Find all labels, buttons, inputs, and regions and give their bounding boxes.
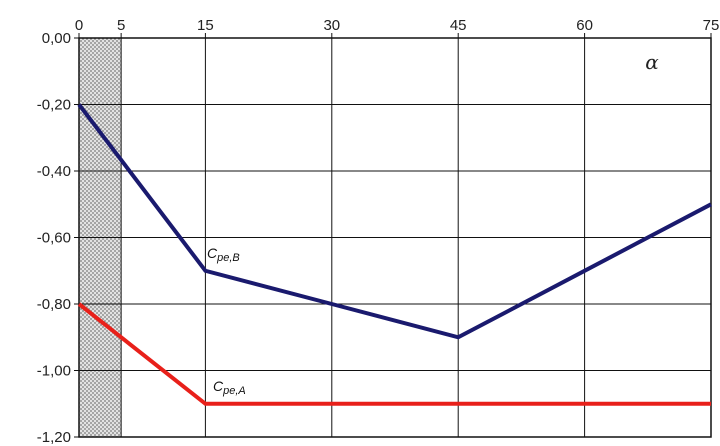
series-label: Cpe,B xyxy=(207,245,240,264)
x-tick-label: 0 xyxy=(75,17,83,34)
y-tick-label: -0,80 xyxy=(37,296,71,313)
y-tick-label: -1,20 xyxy=(37,429,71,446)
series-label: Cpe,A xyxy=(213,378,246,397)
series-line-pe-b xyxy=(77,103,712,340)
y-tick-label: 0,00 xyxy=(42,30,71,47)
x-tick-label: 75 xyxy=(703,17,720,34)
series-line-pe-a xyxy=(77,302,711,406)
y-tick-label: -0,40 xyxy=(37,163,71,180)
x-axis-label: α xyxy=(645,50,659,74)
x-tick-label: 60 xyxy=(576,17,593,34)
y-tick-label: -0,60 xyxy=(37,230,71,247)
x-tick-label: 30 xyxy=(323,17,340,34)
x-tick-label: 45 xyxy=(450,17,467,34)
y-tick-label: -1,00 xyxy=(37,363,71,380)
x-tick-label: 5 xyxy=(117,17,125,34)
y-tick-label: -0,20 xyxy=(37,97,71,114)
x-tick-label: 15 xyxy=(197,17,214,34)
